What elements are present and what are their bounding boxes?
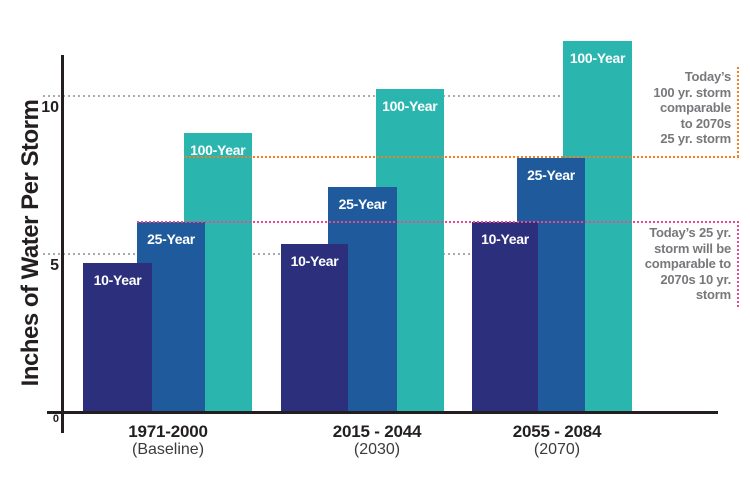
bar-label: 10-Year xyxy=(481,230,529,247)
bar-10-year-group0: 10-Year xyxy=(83,262,152,413)
annotation-text-100yr-comparable: Today’s 100 yr. storm comparable to 2070… xyxy=(653,69,731,146)
annotation-bracket-orange xyxy=(737,67,739,158)
annotation-line-pink xyxy=(137,221,739,223)
bar-10-year-group1: 10-Year xyxy=(281,243,348,413)
bar-label: 100-Year xyxy=(382,97,438,114)
bar-label: 100-Year xyxy=(190,141,246,158)
bar-label: 10-Year xyxy=(93,271,142,288)
era-label: (2030) xyxy=(353,441,401,458)
y-axis-title: Inches of Water Per Storm xyxy=(17,99,44,387)
x-category-2070: 2055 - 2084 (2070) xyxy=(472,422,642,458)
x-category-2030: 2015 - 2044 (2030) xyxy=(292,422,462,458)
bar-label: 25-Year xyxy=(147,230,195,247)
x-category-baseline: 1971-2000 (Baseline) xyxy=(83,422,253,458)
y-tick-label-0: 0 xyxy=(52,413,59,425)
y-axis-line xyxy=(61,55,64,433)
bar-label: 10-Year xyxy=(290,252,339,269)
annotation-bracket-pink xyxy=(737,221,739,308)
period-label: 1971-2000 xyxy=(128,422,208,441)
y-tick-label-10: 10 xyxy=(41,99,59,116)
x-axis-line xyxy=(47,411,718,414)
period-label: 2055 - 2084 xyxy=(512,422,602,441)
y-tick-label-5: 5 xyxy=(50,257,59,274)
bar-label: 100-Year xyxy=(569,50,626,67)
annotation-text-25yr-comparable: Today’s 25 yr. storm will be comparable … xyxy=(644,225,731,302)
bar-10-year-group2: 10-Year xyxy=(472,221,538,413)
bar-label: 25-Year xyxy=(527,167,575,184)
era-label: (2070) xyxy=(533,441,581,458)
annotation-line-orange xyxy=(185,156,739,158)
period-label: 2015 - 2044 xyxy=(332,422,422,441)
gridline-5 xyxy=(43,253,472,255)
era-label: (Baseline) xyxy=(131,441,205,458)
bar-label: 25-Year xyxy=(338,195,387,212)
gridline-10 xyxy=(43,95,563,97)
